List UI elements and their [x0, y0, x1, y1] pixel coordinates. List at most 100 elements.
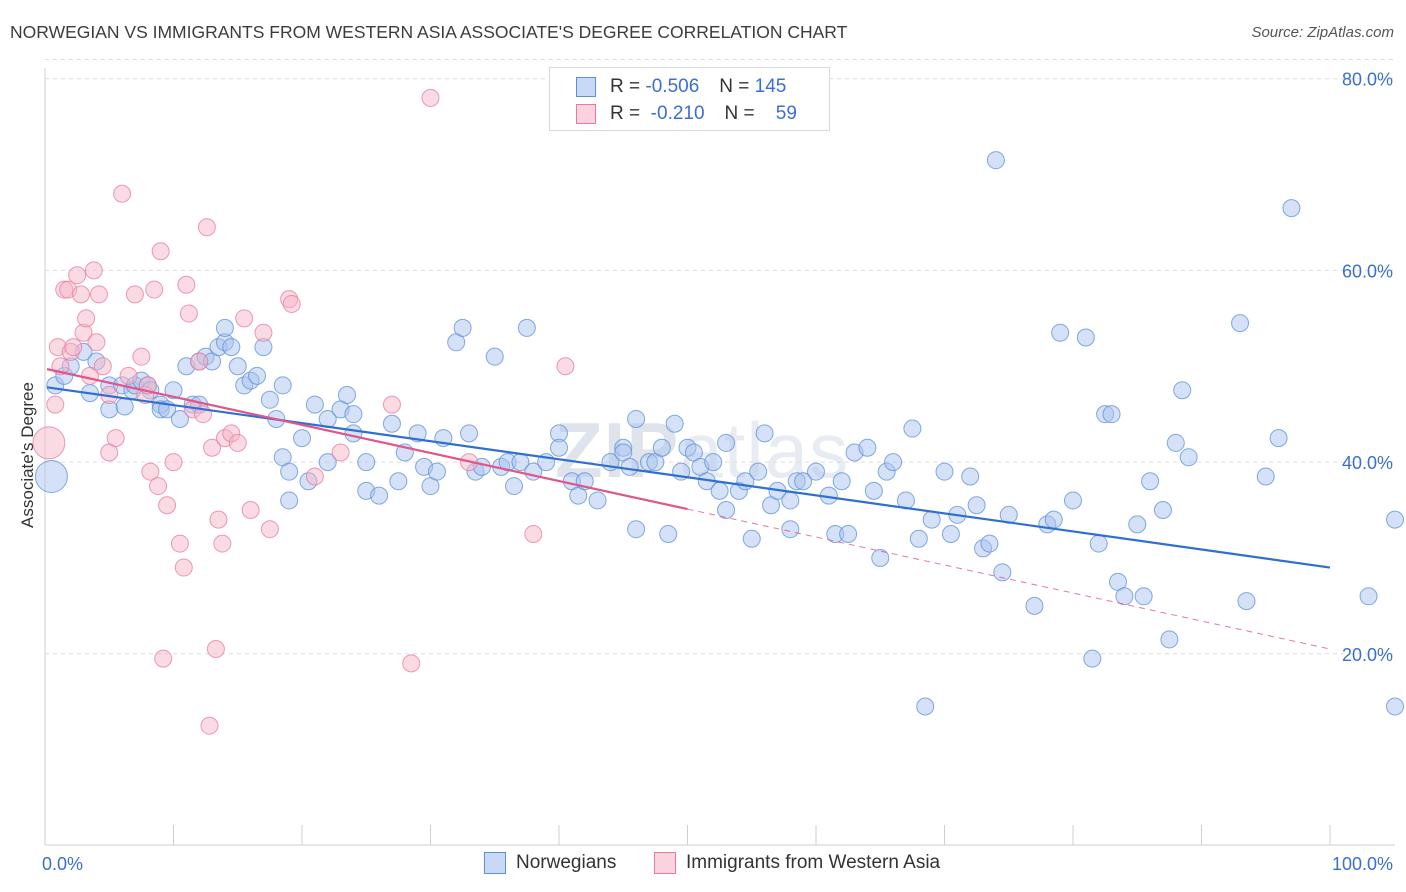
norwegian-point [370, 486, 389, 505]
norwegian-point [794, 472, 813, 491]
western-asia-point [119, 366, 138, 385]
western-asia-point [68, 266, 87, 285]
norwegian-point [1386, 510, 1404, 529]
norwegian-point [505, 477, 524, 496]
western-asia-point [200, 716, 219, 735]
norwegian-point [627, 520, 646, 539]
norwegian-point [228, 357, 247, 376]
western-asia-point [93, 357, 112, 376]
norwegian-point [781, 491, 800, 510]
norwegian-point [1237, 592, 1256, 611]
western-asia-point [260, 520, 279, 539]
norwegian-point [1089, 534, 1108, 553]
norwegian-point [1269, 429, 1288, 448]
norwegian-point [1051, 323, 1070, 342]
norwegian-point [839, 524, 858, 543]
western-asia-point [402, 654, 421, 673]
norwegian-point [993, 563, 1012, 582]
norwegian-point [717, 501, 736, 520]
western-asia-point [141, 462, 160, 481]
western-asia-point [331, 443, 350, 462]
norwegian-point [248, 366, 267, 385]
legend-n-value: 59 [775, 103, 797, 124]
norwegian-point [280, 491, 299, 510]
norwegian-point [1256, 467, 1275, 486]
western-asia-point [106, 429, 125, 448]
western-asia-point [235, 309, 254, 328]
norwegian-point [1044, 510, 1063, 529]
norwegian-point [832, 472, 851, 491]
norwegian-point [222, 338, 241, 357]
x-tick-label: 0.0% [42, 854, 83, 874]
norwegian-point [293, 429, 311, 448]
norwegian-point [344, 405, 363, 424]
norwegian-point [408, 424, 427, 443]
western-asia-point [282, 294, 301, 313]
norwegian-point [260, 390, 279, 409]
y-axis-label: Associate's Degree [18, 382, 37, 528]
norwegian-point [781, 520, 800, 539]
norwegian-point [357, 453, 376, 472]
western-asia-point [64, 338, 83, 357]
norwegian-point [986, 151, 1005, 170]
western-asia-point [179, 304, 198, 323]
series-swatch-blue [484, 852, 506, 874]
western-asia-point [84, 261, 103, 280]
norwegian-point [1076, 328, 1095, 347]
norwegian-point [517, 318, 536, 337]
western-asia-point [77, 309, 96, 328]
western-asia-point [254, 323, 273, 342]
norwegian-point [1166, 433, 1185, 452]
norwegian-point [34, 459, 68, 493]
western-asia-point [170, 534, 189, 553]
western-asia-trend-line [46, 368, 688, 511]
norwegian-point [170, 409, 189, 428]
norwegian-point [909, 529, 928, 548]
norwegian-point [305, 395, 324, 414]
norwegian-point [1153, 501, 1172, 520]
legend-n-label: N = [719, 76, 750, 97]
western-asia-point [145, 280, 164, 299]
norwegian-point [717, 433, 736, 452]
source-credit: Source: ZipAtlas.com [1251, 24, 1394, 41]
series-label: Norwegians [516, 852, 617, 873]
western-asia-point [209, 510, 228, 529]
norwegian-point [659, 524, 678, 543]
legend-r-value: -0.210 [650, 103, 705, 124]
norwegian-point [871, 548, 890, 567]
y-tick-label: 20.0% [1342, 645, 1393, 665]
series-swatch-pink [654, 852, 676, 874]
norwegian-point [337, 386, 356, 405]
western-asia-point [206, 640, 225, 659]
series-legend-norwegians[interactable]: Norwegians [484, 852, 616, 874]
correlation-legend: R = -0.506 N = 145 R = -0.210 N = 59 [549, 67, 830, 131]
norwegian-point [922, 510, 941, 529]
norwegian-point [1102, 405, 1121, 424]
western-asia-point [132, 347, 151, 366]
western-asia-point [46, 395, 65, 414]
legend-row-norwegians: R = -0.506 N = 145 [576, 75, 786, 99]
norwegian-point [1025, 596, 1044, 615]
norwegian-point [1179, 448, 1198, 467]
norwegian-point [460, 424, 479, 443]
norwegian-point [967, 496, 986, 515]
norwegian-point [961, 467, 980, 486]
norwegian-point [115, 397, 134, 416]
norwegian-point [453, 318, 472, 337]
legend-swatch-blue [576, 77, 596, 97]
norwegian-point [1115, 587, 1134, 606]
western-asia-point [197, 218, 216, 237]
norwegian-point [935, 462, 954, 481]
norwegian-point [280, 462, 299, 481]
chart-title: NORWEGIAN VS IMMIGRANTS FROM WESTERN ASI… [10, 22, 848, 42]
norwegian-point [1160, 630, 1179, 649]
series-label: Immigrants from Western Asia [686, 852, 941, 873]
series-legend-western-asia[interactable]: Immigrants from Western Asia [654, 852, 940, 874]
norwegian-point [1386, 697, 1404, 716]
legend-r-value: -0.506 [645, 76, 700, 97]
norwegian-point [665, 414, 684, 433]
western-asia-point [125, 285, 144, 304]
norwegian-point [749, 462, 768, 481]
y-tick-label: 40.0% [1342, 453, 1393, 473]
